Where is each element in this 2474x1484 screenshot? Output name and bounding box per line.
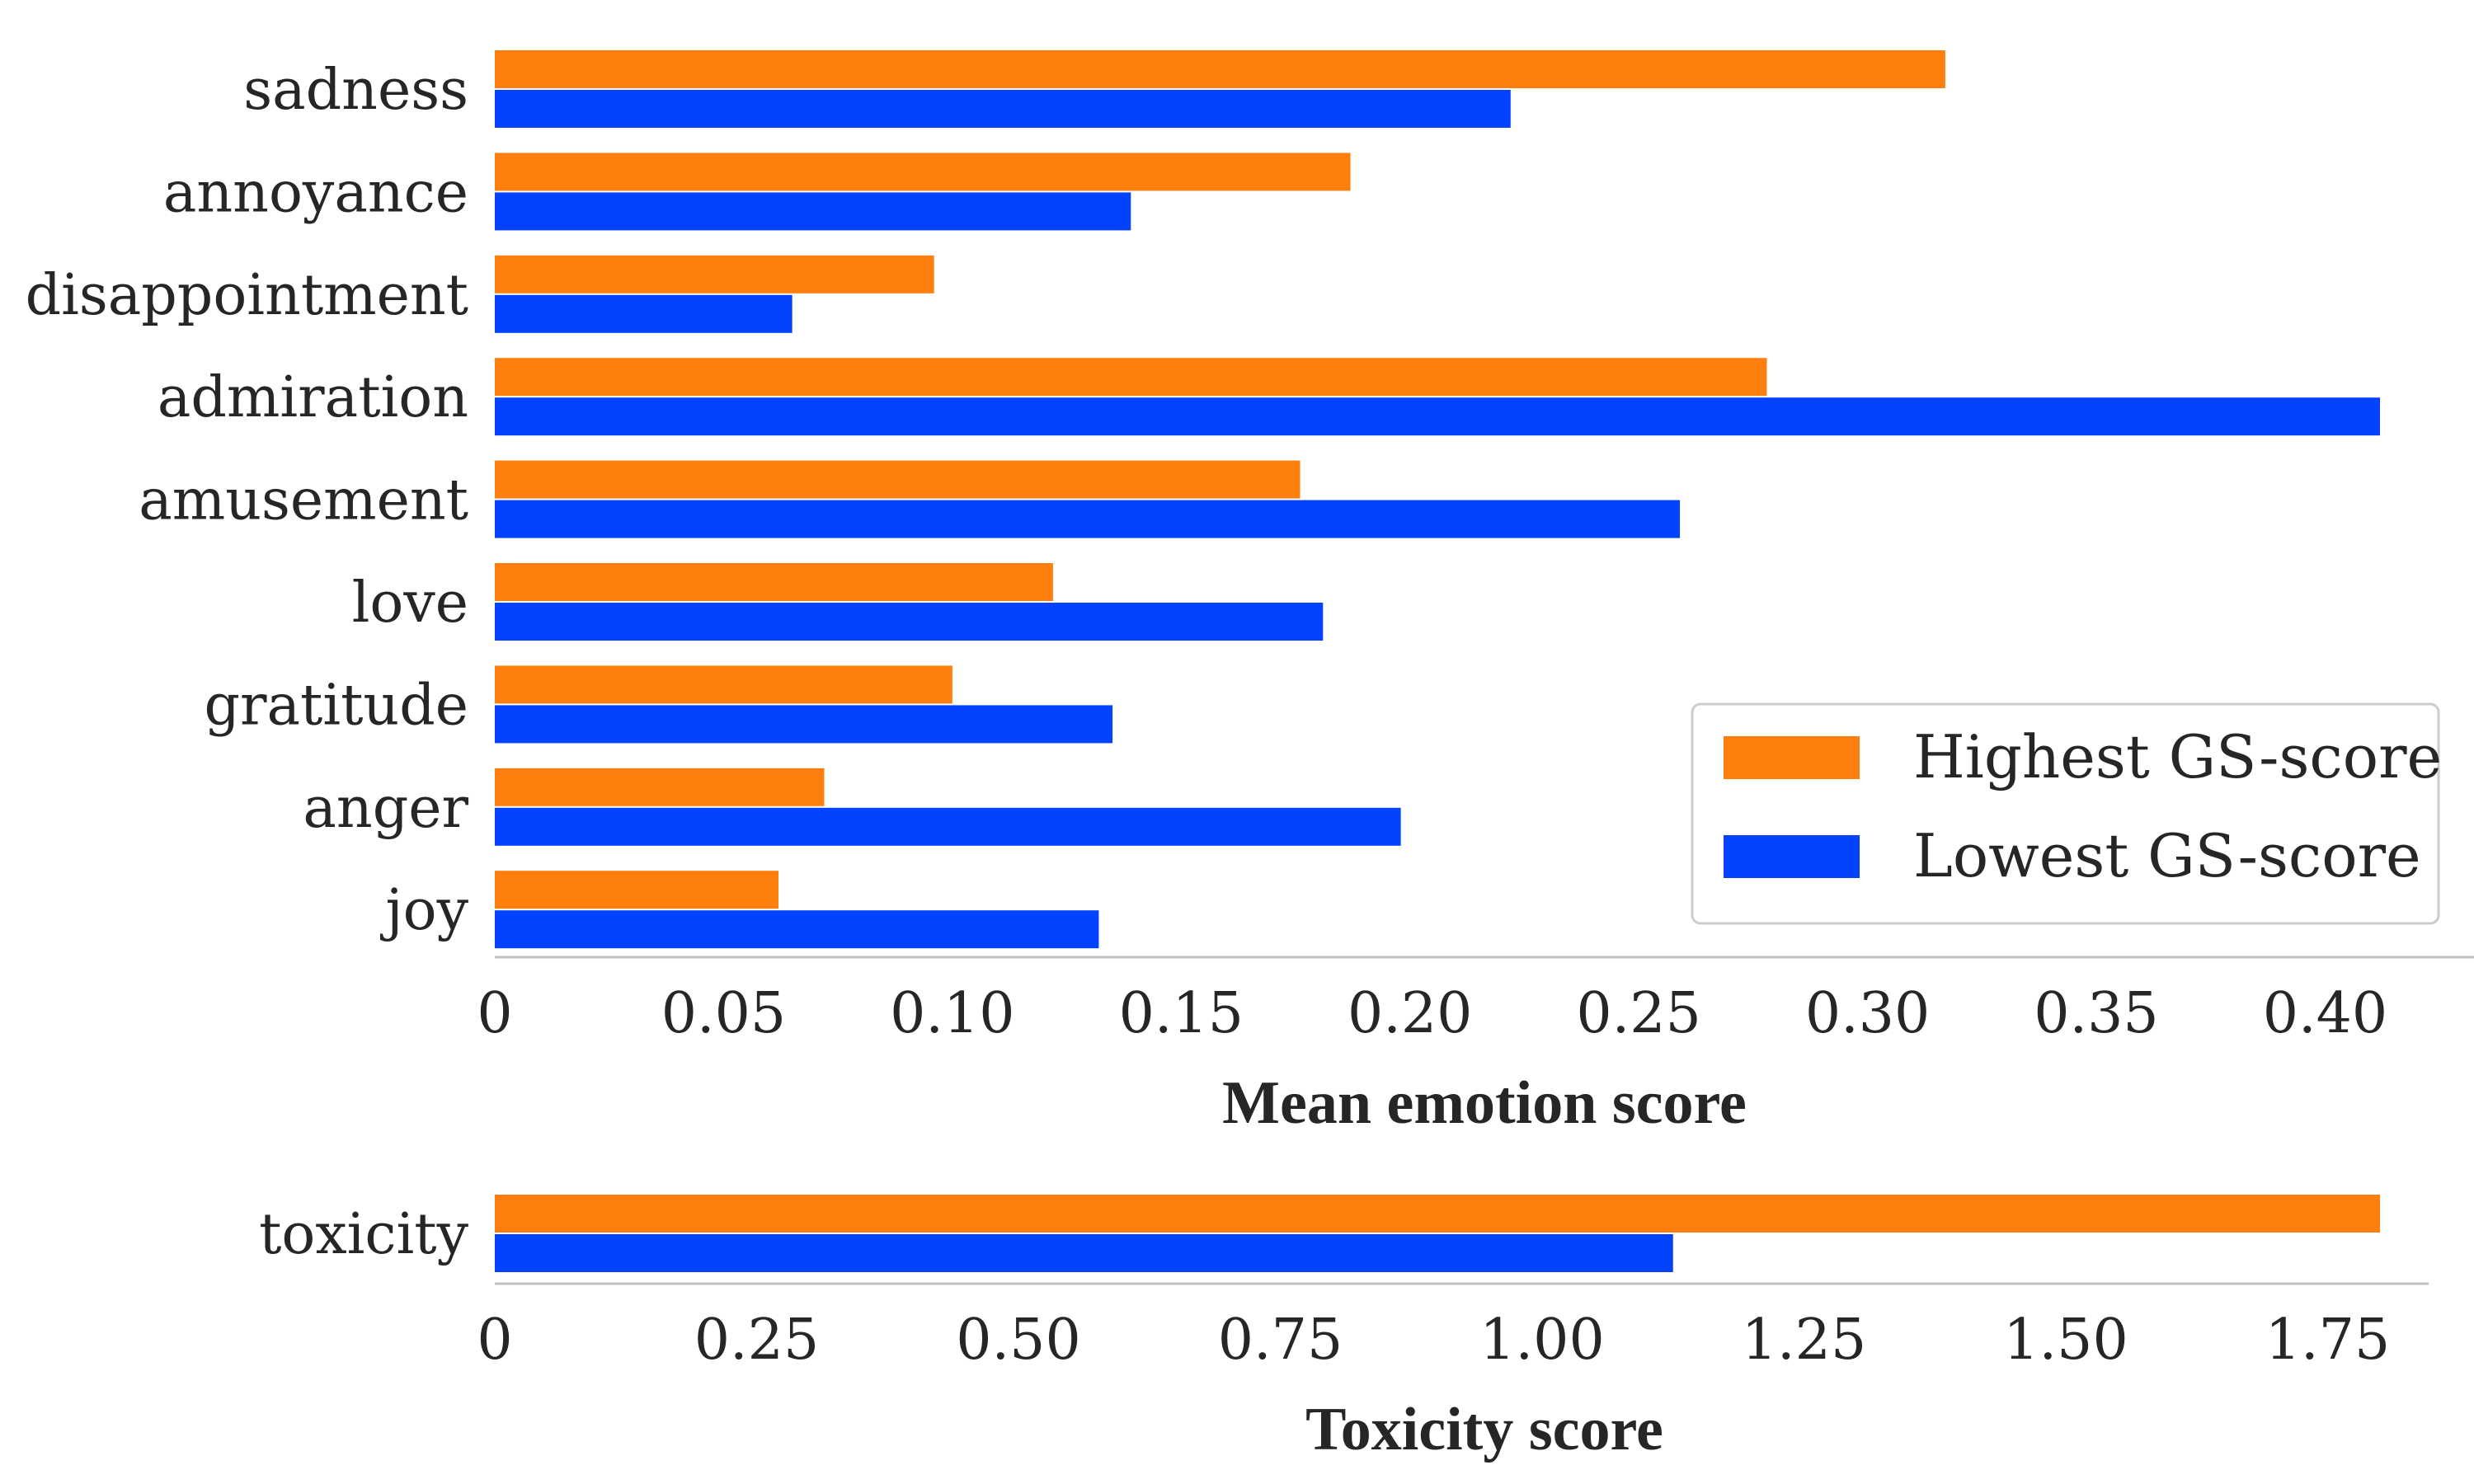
bar-gratitude-lowest — [495, 705, 1113, 744]
bar-anger-highest — [495, 768, 825, 806]
x-tick-label: 0.25 — [1576, 981, 1700, 1046]
bar-disappointment-lowest — [495, 294, 793, 333]
x-tick-label: 1.75 — [2265, 1308, 2390, 1373]
bar-toxicity-highest — [495, 1195, 2380, 1233]
bar-love-highest — [495, 563, 1053, 601]
bar-toxicity-lowest — [495, 1234, 1673, 1272]
category-label-disappointment: disappointment — [26, 263, 468, 328]
x-tick-label: 0.10 — [890, 981, 1014, 1046]
bar-joy-highest — [495, 871, 779, 909]
emotion-x-axis-title: Mean emotion score — [1222, 1069, 1747, 1137]
category-label-sadness: sadness — [243, 58, 468, 123]
toxicity-x-axis-title: Toxicity score — [1305, 1396, 1663, 1463]
x-tick-label: 0.15 — [1119, 981, 1244, 1046]
bar-love-lowest — [495, 603, 1324, 641]
legend-swatch-highest — [1724, 736, 1860, 779]
x-tick-label: 0.40 — [2263, 981, 2387, 1046]
x-tick-label: 0.05 — [661, 981, 786, 1046]
category-label-admiration: admiration — [158, 365, 468, 430]
bar-gratitude-highest — [495, 665, 952, 704]
toxicity-x-tick-labels: 0 0.25 0.50 0.75 1.00 1.25 1.50 1.75 — [477, 1308, 2390, 1373]
category-label-toxicity: toxicity — [259, 1202, 469, 1267]
emotion-x-tick-labels: 0 0.05 0.10 0.15 0.20 0.25 0.30 0.35 0.40 — [477, 981, 2387, 1046]
x-tick-label: 0.75 — [1218, 1308, 1343, 1373]
toxicity-bars — [495, 1195, 2380, 1272]
bar-sadness-lowest — [495, 90, 1511, 128]
bar-admiration-highest — [495, 358, 1767, 397]
x-tick-label: 0 — [477, 1308, 512, 1373]
x-tick-label: 0.50 — [956, 1308, 1080, 1373]
x-tick-label: 0 — [477, 981, 512, 1046]
x-tick-label: 1.25 — [1742, 1308, 1866, 1373]
category-label-anger: anger — [303, 776, 468, 841]
bar-joy-lowest — [495, 910, 1099, 949]
category-label-love: love — [352, 571, 468, 636]
category-label-annoyance: annoyance — [163, 160, 468, 225]
x-tick-label: 0.35 — [2034, 981, 2158, 1046]
toxicity-category-labels: toxicity — [259, 1202, 469, 1267]
emotion-bars — [495, 50, 2380, 949]
bar-admiration-lowest — [495, 397, 2380, 436]
bar-disappointment-highest — [495, 255, 934, 294]
legend-frame — [1691, 702, 2440, 925]
bar-anger-lowest — [495, 807, 1401, 846]
toxicity-chart: toxicity 0 0.25 0.50 0.75 1.00 1.25 1.50 1.75 T… — [259, 1195, 2429, 1463]
legend: Highest GS-score Lowest GS-score — [1691, 702, 2442, 925]
emotion-category-labels: sadness annoyance disappointment admiration… — [26, 58, 469, 943]
category-label-gratitude: gratitude — [204, 673, 468, 738]
x-tick-label: 0.30 — [1805, 981, 1930, 1046]
x-tick-label: 1.50 — [2003, 1308, 2128, 1373]
bar-sadness-highest — [495, 50, 1945, 88]
legend-label-highest: Highest GS-score — [1913, 722, 2442, 791]
x-tick-label: 0.20 — [1348, 981, 1472, 1046]
x-tick-label: 1.00 — [1479, 1308, 1604, 1373]
bar-amusement-lowest — [495, 500, 1681, 538]
category-label-joy: joy — [380, 878, 469, 943]
x-tick-label: 0.25 — [694, 1308, 819, 1373]
bar-amusement-highest — [495, 460, 1300, 499]
category-label-amusement: amusement — [139, 468, 468, 533]
legend-label-lowest: Lowest GS-score — [1913, 821, 2421, 890]
emotion-chart: sadness annoyance disappointment admiration… — [26, 50, 2474, 1137]
bar-annoyance-lowest — [495, 192, 1131, 231]
legend-swatch-lowest — [1724, 835, 1860, 878]
bar-annoyance-highest — [495, 153, 1351, 191]
